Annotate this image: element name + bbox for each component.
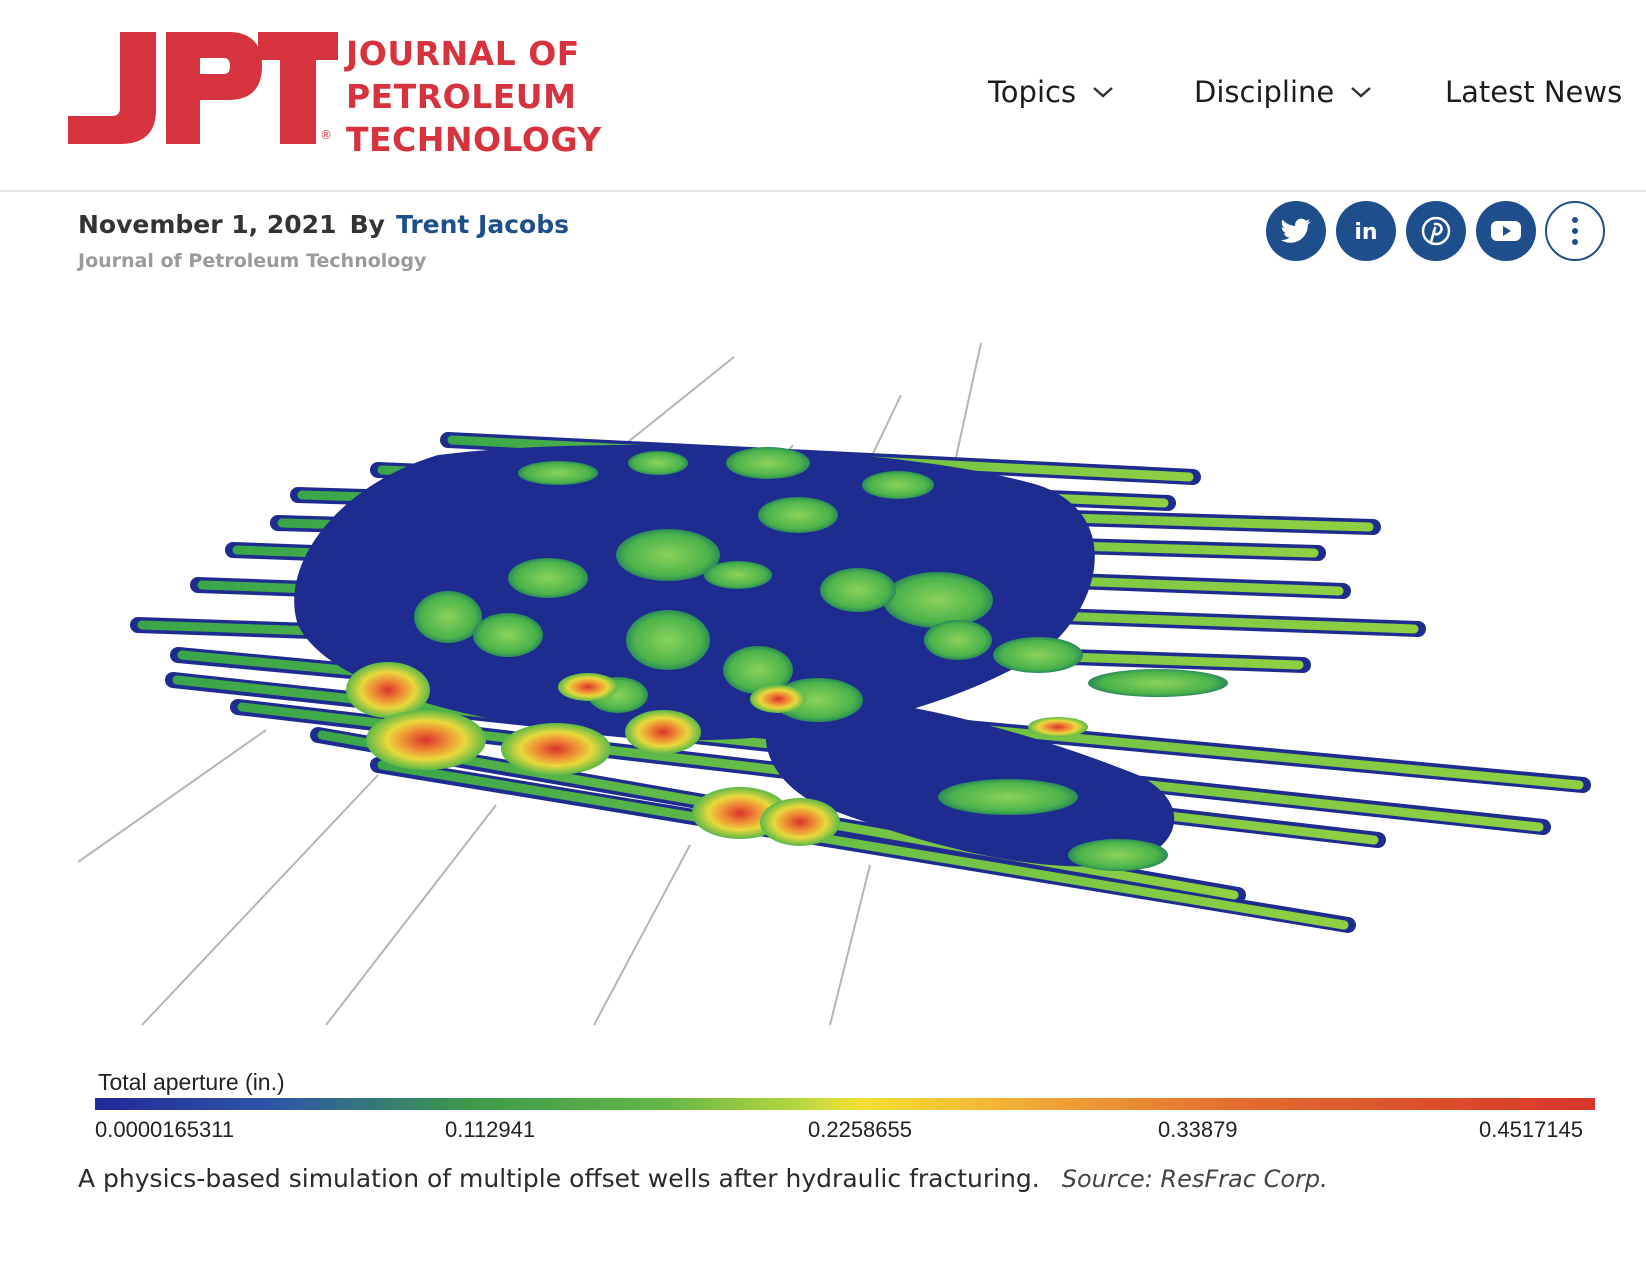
share-pinterest-button[interactable] (1406, 201, 1466, 261)
chevron-down-icon (1351, 87, 1372, 98)
figure-caption: A physics-based simulation of multiple o… (78, 1164, 1328, 1193)
colorbar-tick: 0.112941 (445, 1117, 536, 1142)
registered-mark: ® (320, 128, 332, 142)
colorbar-tick: 0.2258655 (808, 1117, 912, 1142)
twitter-icon (1281, 218, 1311, 243)
caption-text: A physics-based simulation of multiple o… (78, 1164, 1040, 1193)
share-linkedin-button[interactable]: in (1336, 201, 1396, 261)
more-share-button[interactable] (1545, 201, 1605, 261)
share-twitter-button[interactable] (1266, 201, 1326, 261)
nav-latest-news[interactable]: Latest News (1445, 70, 1622, 114)
colorbar-tick: 0.33879 (1158, 1117, 1238, 1142)
logo-wordmark: JOURNAL OF PETROLEUM TECHNOLOGY (346, 32, 602, 161)
nav-discipline[interactable]: Discipline (1194, 70, 1372, 114)
nav-topics[interactable]: Topics (988, 70, 1114, 114)
high-aperture-spots (346, 662, 1088, 846)
author-link[interactable]: Trent Jacobs (396, 210, 570, 239)
article-date: November 1, 2021 (78, 210, 337, 239)
fracture-core (294, 445, 1175, 867)
simulation-figure (78, 342, 1591, 1026)
publication-name: Journal of Petroleum Technology (78, 250, 427, 272)
nav-topics-label: Topics (988, 75, 1077, 109)
more-vertical-icon (1572, 217, 1578, 245)
article-byline: November 1, 2021 By Trent Jacobs (78, 210, 569, 239)
colorbar-title: Total aperture (in.) (98, 1069, 285, 1095)
nav-discipline-label: Discipline (1194, 75, 1335, 109)
logo-line-3: TECHNOLOGY (346, 120, 602, 159)
youtube-icon (1491, 221, 1521, 241)
chevron-down-icon (1093, 87, 1113, 98)
jpt-logo[interactable]: ® JOURNAL OF PETROLEUM TECHNOLOGY (68, 32, 608, 159)
colorbar-tick: 0.4517145 (1479, 1117, 1583, 1142)
fracture-blobs (414, 447, 1228, 871)
site-header: ® JOURNAL OF PETROLEUM TECHNOLOGY Topics… (0, 0, 1646, 192)
linkedin-icon: in (1354, 220, 1377, 244)
byline-prefix: By (349, 210, 385, 239)
logo-line-1: JOURNAL OF (346, 34, 580, 73)
caption-source: Source: ResFrac Corp. (1061, 1165, 1328, 1193)
nav-latest-news-label: Latest News (1445, 75, 1623, 109)
jpt-logo-mark (68, 32, 338, 144)
logo-line-2: PETROLEUM (346, 77, 577, 116)
youtube-button[interactable] (1476, 201, 1536, 261)
svg-text:in: in (1354, 220, 1377, 244)
pinterest-icon (1421, 216, 1451, 246)
colorbar-tick: 0.0000165311 (95, 1117, 235, 1142)
colorbar (95, 1098, 1595, 1110)
